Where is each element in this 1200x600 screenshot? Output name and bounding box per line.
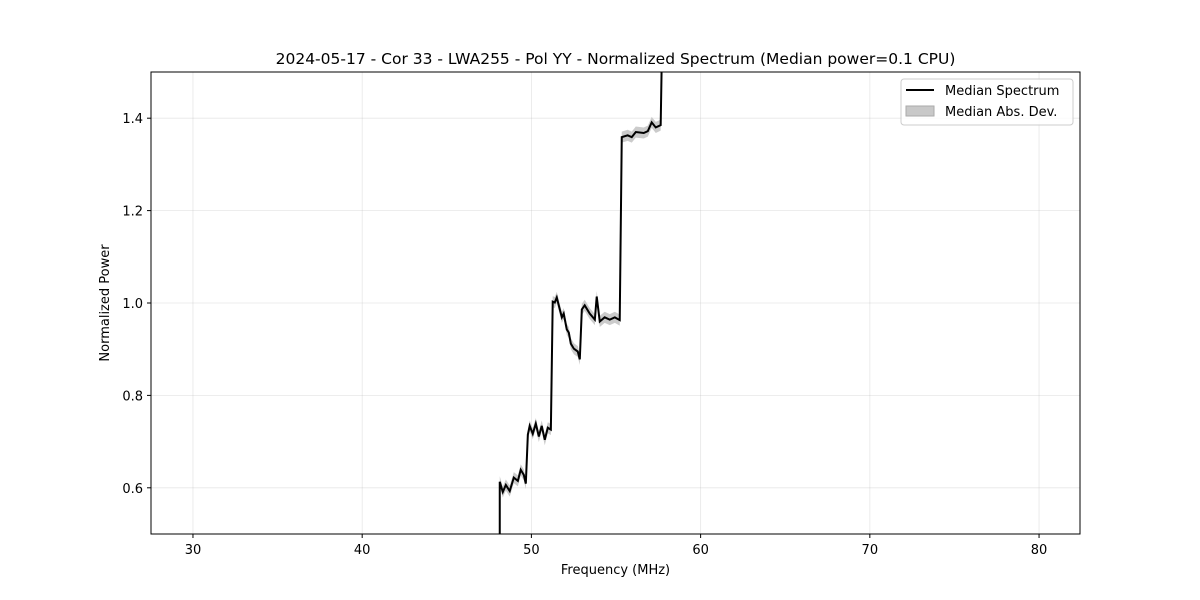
- legend-band-swatch: [905, 105, 935, 117]
- legend: Median Spectrum Median Abs. Dev.: [900, 78, 1074, 126]
- x-tick-label: 40: [354, 543, 371, 558]
- x-tick-label: 30: [185, 543, 202, 558]
- y-tick-label: 1.2: [122, 205, 143, 220]
- axes-frame: [150, 71, 1081, 535]
- x-axis-label: Frequency (MHz): [561, 563, 670, 578]
- x-tick-label: 80: [1031, 543, 1048, 558]
- chart-title: 2024-05-17 - Cor 33 - LWA255 - Pol YY - …: [276, 50, 956, 68]
- y-tick-label: 1.4: [122, 112, 143, 127]
- legend-label: Median Spectrum: [945, 84, 1059, 99]
- legend-label: Median Abs. Dev.: [945, 105, 1057, 120]
- y-tick-label: 1.0: [122, 297, 143, 312]
- x-tick-label: 70: [862, 543, 879, 558]
- median-spectrum-line: [498, 72, 663, 534]
- x-tick-label: 60: [692, 543, 709, 558]
- y-tick-label: 0.6: [122, 482, 143, 497]
- x-tick-label: 50: [523, 543, 540, 558]
- y-axis-label: Normalized Power: [98, 244, 113, 362]
- y-tick-label: 0.8: [122, 389, 143, 404]
